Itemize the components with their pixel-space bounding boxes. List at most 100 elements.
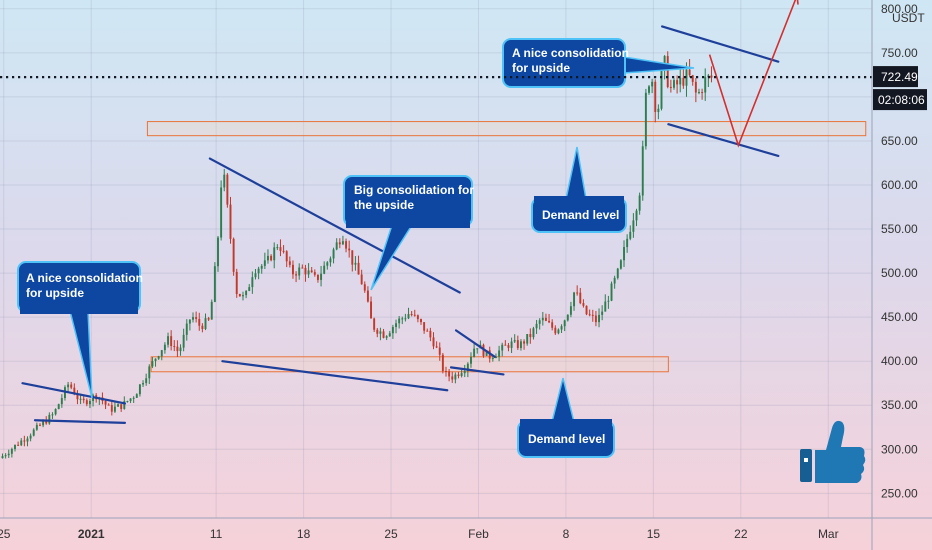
candle-body [701, 92, 704, 94]
candle-body [604, 301, 607, 312]
candle-body [154, 358, 157, 362]
candle-body [254, 273, 257, 278]
candle-body [73, 387, 76, 395]
candle-body [245, 290, 248, 296]
candle-body [54, 409, 57, 415]
projection-arrowhead [796, 0, 799, 5]
candle-body [420, 319, 422, 323]
candle-body [541, 317, 544, 321]
candle-body [188, 319, 191, 324]
candle-body [323, 265, 326, 274]
candle-body [160, 350, 163, 357]
candle-body [129, 398, 132, 402]
candle-body [126, 401, 129, 403]
candle-body [569, 306, 572, 315]
candle-body [619, 260, 622, 269]
candle-body [610, 283, 613, 301]
candle-body [273, 247, 276, 261]
candle-body [451, 376, 454, 380]
countdown-label: 02:08:06 [878, 93, 925, 107]
candle-body [210, 301, 213, 320]
candle-body [229, 204, 232, 239]
y-tick-label: 750.00 [881, 46, 918, 60]
x-tick-label: Mar [818, 527, 839, 541]
candle-body [282, 250, 285, 252]
candle-body [107, 404, 110, 406]
candle-body [85, 400, 88, 405]
candle-body [532, 328, 535, 338]
x-tick-labels: 25 2021 11 18 25 Feb 8 15 22 Mar [0, 527, 839, 541]
candle-body [501, 344, 504, 351]
candle-body [135, 394, 138, 398]
candle-body [17, 444, 20, 446]
callout-text: Demand level [528, 432, 605, 446]
candle-body [242, 295, 244, 297]
candle-body [335, 242, 338, 250]
candle-body [332, 249, 335, 259]
candle-body [217, 237, 219, 267]
candle-body [376, 329, 379, 334]
candle-body [123, 401, 126, 409]
candle-body [710, 75, 713, 78]
candle-body [373, 318, 376, 330]
candle-body [579, 292, 582, 304]
candle-body [313, 272, 316, 275]
candle-body [185, 323, 188, 335]
candle-body [660, 69, 663, 109]
candle-body [132, 397, 135, 399]
candle-body [413, 314, 416, 316]
candle-body [388, 333, 391, 337]
candle-body [404, 318, 407, 320]
candle-body [448, 371, 451, 377]
candle-body [491, 358, 494, 360]
trendline [667, 123, 780, 158]
projection-arrow [708, 0, 799, 148]
candle-body [60, 398, 63, 405]
candle-body [226, 174, 229, 205]
y-tick-label: 650.00 [881, 134, 918, 148]
candle-body [276, 247, 279, 249]
candle-body [223, 174, 226, 188]
candle-body [548, 320, 551, 323]
candle-body [538, 320, 541, 324]
candle-body [82, 398, 85, 401]
y-tick-label: 250.00 [881, 486, 918, 500]
candle-body [470, 356, 472, 364]
candle-body [594, 315, 597, 323]
candle-body [445, 370, 447, 372]
candle-body [510, 341, 513, 348]
candle-body [688, 69, 691, 76]
candle-body [423, 322, 426, 331]
demand-zones [146, 121, 867, 373]
candle-body [438, 347, 441, 355]
price-tags[interactable]: 722.49 02:08:06 [873, 66, 927, 111]
trendline [449, 366, 505, 376]
candle-body [573, 292, 576, 307]
candle-body [14, 444, 16, 450]
candle-body [338, 242, 341, 245]
candle-body [666, 56, 669, 87]
candle-body [395, 323, 397, 328]
candle-body [260, 265, 263, 269]
trendline [21, 382, 127, 405]
candle-body [429, 330, 432, 338]
candle-body [638, 195, 641, 211]
trendlines [21, 25, 780, 424]
candle-body [632, 220, 635, 232]
candle-body [142, 383, 145, 385]
candle-body [288, 261, 291, 265]
candle-body [120, 404, 123, 409]
candle-body [151, 361, 154, 367]
candle-body [560, 326, 563, 330]
candle-body [326, 262, 329, 266]
candle-body [32, 429, 35, 436]
candle-body [613, 277, 616, 284]
candle-body [148, 366, 151, 379]
candle-body [110, 405, 113, 412]
callout-seam [20, 308, 138, 314]
candle-body [345, 241, 348, 249]
candle-body [163, 344, 166, 351]
candle-body [410, 314, 413, 316]
candle-body [291, 264, 294, 275]
